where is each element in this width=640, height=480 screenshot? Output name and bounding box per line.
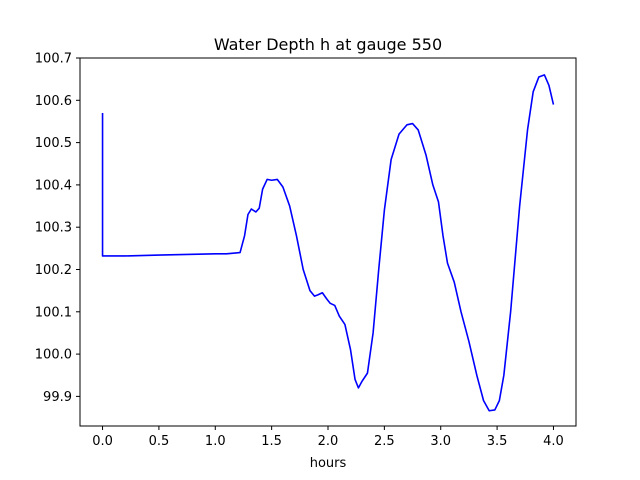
x-tick-label: 4.0 (543, 434, 564, 449)
x-tick-label: 1.5 (261, 434, 282, 449)
y-tick-label: 100.3 (35, 221, 72, 236)
x-tick-label: 0.0 (92, 434, 113, 449)
x-axis: 0.0 0.5 1.0 1.5 2.0 2.5 3.0 3.5 4.0 (92, 426, 564, 449)
y-tick-label: 100.0 (35, 348, 72, 363)
y-tick-label: 100.7 (35, 52, 72, 67)
x-tick-label: 2.0 (318, 434, 339, 449)
y-tick-label: 100.2 (35, 263, 72, 278)
y-tick-label: 100.1 (35, 305, 72, 320)
series-line-0 (101, 74, 555, 412)
y-tick-label: 99.9 (43, 390, 72, 405)
x-tick-label: 3.0 (430, 434, 451, 449)
x-tick-label: 1.0 (205, 434, 226, 449)
y-axis: 99.9 100.0 100.1 100.2 100.3 100.4 100.5 100.6 1… (35, 52, 80, 405)
y-tick-label: 100.5 (35, 136, 72, 151)
x-tick-label: 0.5 (149, 434, 170, 449)
y-tick-label: 100.6 (35, 94, 72, 109)
y-tick-label: 100.4 (35, 178, 72, 193)
plot-frame (79, 57, 577, 427)
x-axis-label: hours (310, 456, 347, 471)
x-tick-label: 3.5 (487, 434, 508, 449)
x-tick-label: 2.5 (374, 434, 395, 449)
chart-title: Water Depth h at gauge 550 (214, 35, 442, 54)
plot-area (101, 74, 555, 412)
